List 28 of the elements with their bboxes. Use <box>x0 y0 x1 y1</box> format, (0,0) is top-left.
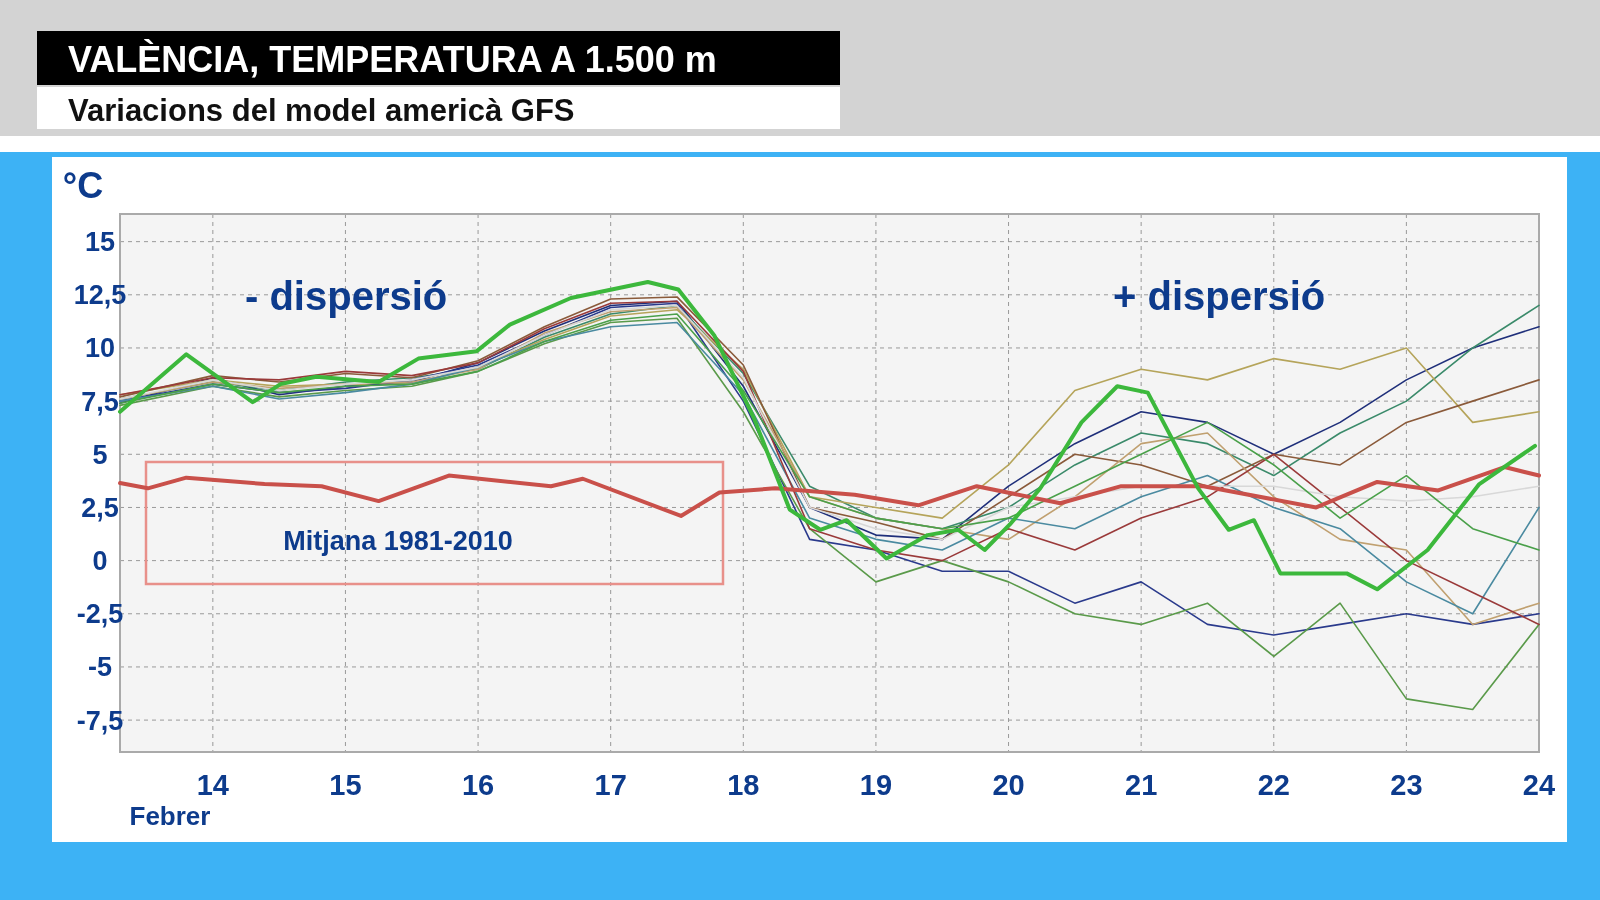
x-tick-label: 20 <box>992 769 1025 801</box>
y-tick-label: -2,5 <box>76 599 124 630</box>
x-tick-label: 16 <box>461 769 495 801</box>
y-tick-label: 7,5 <box>81 386 119 417</box>
y-tick-label: 10 <box>84 333 116 364</box>
annotation: - dispersió <box>245 274 448 318</box>
y-tick-label: 0 <box>92 546 108 577</box>
x-tick-label: 15 <box>329 769 362 801</box>
y-tick-label: -5 <box>87 652 113 683</box>
chart-title: VALÈNCIA, TEMPERATURA A 1.500 m <box>68 39 717 80</box>
y-axis-title: °C <box>62 165 104 206</box>
annotation: Mitjana 1981-2010 <box>283 526 513 556</box>
x-tick-label: 22 <box>1257 769 1290 801</box>
y-tick-label: 15 <box>84 227 116 258</box>
y-tick-label: 12,5 <box>73 280 127 311</box>
x-tick-label: 21 <box>1125 769 1158 801</box>
y-tick-label: -7,5 <box>76 705 124 736</box>
x-tick-label: 17 <box>594 769 627 801</box>
x-axis-title: Febrer <box>129 801 211 831</box>
y-tick-label: 2,5 <box>81 492 119 523</box>
y-tick-label: 5 <box>92 439 108 470</box>
x-tick-label: 14 <box>196 769 229 801</box>
x-tick-label: 23 <box>1390 769 1423 801</box>
x-tick-label: 19 <box>859 769 893 801</box>
annotation: + dispersió <box>1113 274 1326 318</box>
x-tick-label: 24 <box>1522 769 1556 801</box>
chart-subtitle: Variacions del model americà GFS <box>68 93 575 128</box>
x-tick-label: 18 <box>727 769 760 801</box>
